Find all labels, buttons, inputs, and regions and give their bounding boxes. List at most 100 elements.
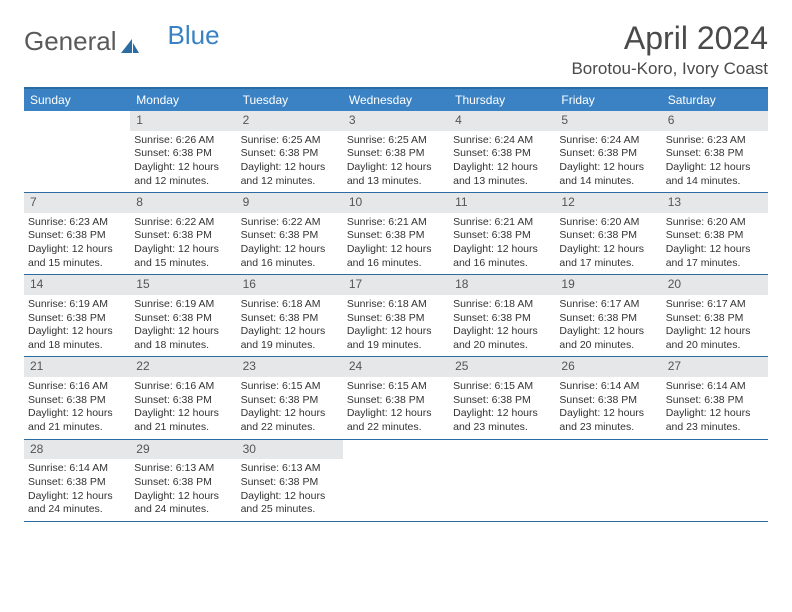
day-number: 24 xyxy=(343,357,449,377)
sunset-text: Sunset: 6:38 PM xyxy=(666,229,764,243)
day-number: 9 xyxy=(237,193,343,213)
sunrise-text: Sunrise: 6:23 AM xyxy=(28,216,126,230)
daylight-text: Daylight: 12 hours and 20 minutes. xyxy=(666,325,764,352)
day-cell: 18Sunrise: 6:18 AMSunset: 6:38 PMDayligh… xyxy=(449,275,555,356)
day-cell: 3Sunrise: 6:25 AMSunset: 6:38 PMDaylight… xyxy=(343,111,449,192)
daylight-text: Daylight: 12 hours and 20 minutes. xyxy=(453,325,551,352)
location-text: Borotou-Koro, Ivory Coast xyxy=(571,59,768,79)
day-header-wednesday: Wednesday xyxy=(343,89,449,111)
weeks-container: . 1Sunrise: 6:26 AMSunset: 6:38 PMDayligh… xyxy=(24,111,768,522)
daylight-text: Daylight: 12 hours and 16 minutes. xyxy=(347,243,445,270)
day-content: Sunrise: 6:25 AMSunset: 6:38 PMDaylight:… xyxy=(343,131,449,193)
day-cell: 21Sunrise: 6:16 AMSunset: 6:38 PMDayligh… xyxy=(24,357,130,438)
day-cell: 8Sunrise: 6:22 AMSunset: 6:38 PMDaylight… xyxy=(130,193,236,274)
day-header-thursday: Thursday xyxy=(449,89,555,111)
sunset-text: Sunset: 6:38 PM xyxy=(134,312,232,326)
week-row: 28Sunrise: 6:14 AMSunset: 6:38 PMDayligh… xyxy=(24,440,768,522)
sunrise-text: Sunrise: 6:14 AM xyxy=(28,462,126,476)
sunrise-text: Sunrise: 6:17 AM xyxy=(559,298,657,312)
day-cell: . xyxy=(449,440,555,521)
sunrise-text: Sunrise: 6:22 AM xyxy=(134,216,232,230)
sunrise-text: Sunrise: 6:15 AM xyxy=(453,380,551,394)
calendar-page: General Blue April 2024 Borotou-Koro, Iv… xyxy=(0,0,792,542)
daylight-text: Daylight: 12 hours and 15 minutes. xyxy=(134,243,232,270)
day-number: 17 xyxy=(343,275,449,295)
sunrise-text: Sunrise: 6:23 AM xyxy=(666,134,764,148)
day-cell: 22 Sunrise: 6:16 AMSunset: 6:38 PMDayligh… xyxy=(130,357,236,438)
daylight-text: Daylight: 12 hours and 17 minutes. xyxy=(559,243,657,270)
day-number: 29 xyxy=(130,440,236,460)
sunset-text: Sunset: 6:38 PM xyxy=(347,147,445,161)
day-number: 21 xyxy=(24,357,130,377)
day-number: 23 xyxy=(237,357,343,377)
day-number: 15 xyxy=(130,275,236,295)
day-number: 10 xyxy=(343,193,449,213)
day-header-tuesday: Tuesday xyxy=(237,89,343,111)
sunrise-text: Sunrise: 6:13 AM xyxy=(134,462,232,476)
sunrise-text: Sunrise: 6:20 AM xyxy=(666,216,764,230)
daylight-text: Daylight: 12 hours and 21 minutes. xyxy=(134,407,232,434)
logo-sail-icon xyxy=(120,31,140,49)
day-content: Sunrise: 6:17 AMSunset: 6:38 PMDaylight:… xyxy=(555,295,661,357)
sunset-text: Sunset: 6:38 PM xyxy=(241,476,339,490)
day-header-saturday: Saturday xyxy=(662,89,768,111)
day-number: 20 xyxy=(662,275,768,295)
day-cell: 27Sunrise: 6:14 AMSunset: 6:38 PMDayligh… xyxy=(662,357,768,438)
daylight-text: Daylight: 12 hours and 19 minutes. xyxy=(347,325,445,352)
day-cell: 20Sunrise: 6:17 AMSunset: 6:38 PMDayligh… xyxy=(662,275,768,356)
sunset-text: Sunset: 6:38 PM xyxy=(134,147,232,161)
daylight-text: Daylight: 12 hours and 22 minutes. xyxy=(347,407,445,434)
day-header-monday: Monday xyxy=(130,89,236,111)
day-content: Sunrise: 6:24 AMSunset: 6:38 PMDaylight:… xyxy=(555,131,661,193)
sunset-text: Sunset: 6:38 PM xyxy=(559,229,657,243)
daylight-text: Daylight: 12 hours and 18 minutes. xyxy=(134,325,232,352)
sunset-text: Sunset: 6:38 PM xyxy=(347,394,445,408)
sunrise-text: Sunrise: 6:16 AM xyxy=(134,380,232,394)
day-cell: 2Sunrise: 6:25 AMSunset: 6:38 PMDaylight… xyxy=(237,111,343,192)
day-number: 28 xyxy=(24,440,130,460)
sunrise-text: Sunrise: 6:15 AM xyxy=(241,380,339,394)
day-content: Sunrise: 6:15 AMSunset: 6:38 PMDaylight:… xyxy=(343,377,449,439)
sunset-text: Sunset: 6:38 PM xyxy=(559,394,657,408)
day-content: Sunrise: 6:19 AMSunset: 6:38 PMDaylight:… xyxy=(24,295,130,357)
page-header: General Blue April 2024 Borotou-Koro, Iv… xyxy=(24,20,768,79)
logo-text-1: General xyxy=(24,26,117,57)
sunset-text: Sunset: 6:38 PM xyxy=(134,476,232,490)
daylight-text: Daylight: 12 hours and 12 minutes. xyxy=(241,161,339,188)
day-cell: 5Sunrise: 6:24 AMSunset: 6:38 PMDaylight… xyxy=(555,111,661,192)
daylight-text: Daylight: 12 hours and 23 minutes. xyxy=(666,407,764,434)
day-content: Sunrise: 6:15 AMSunset: 6:38 PMDaylight:… xyxy=(237,377,343,439)
day-cell: 25Sunrise: 6:15 AMSunset: 6:38 PMDayligh… xyxy=(449,357,555,438)
day-cell: 23Sunrise: 6:15 AMSunset: 6:38 PMDayligh… xyxy=(237,357,343,438)
sunset-text: Sunset: 6:38 PM xyxy=(666,312,764,326)
sunset-text: Sunset: 6:38 PM xyxy=(453,229,551,243)
sunset-text: Sunset: 6:38 PM xyxy=(28,394,126,408)
sunset-text: Sunset: 6:38 PM xyxy=(134,394,232,408)
day-cell: 28Sunrise: 6:14 AMSunset: 6:38 PMDayligh… xyxy=(24,440,130,521)
sunset-text: Sunset: 6:38 PM xyxy=(134,229,232,243)
day-content: Sunrise: 6:17 AMSunset: 6:38 PMDaylight:… xyxy=(662,295,768,357)
calendar-grid: Sunday Monday Tuesday Wednesday Thursday… xyxy=(24,87,768,522)
sunset-text: Sunset: 6:38 PM xyxy=(241,229,339,243)
day-number: 22 xyxy=(130,357,236,377)
week-row: 7Sunrise: 6:23 AMSunset: 6:38 PMDaylight… xyxy=(24,193,768,275)
day-cell: . xyxy=(662,440,768,521)
week-row: 21Sunrise: 6:16 AMSunset: 6:38 PMDayligh… xyxy=(24,357,768,439)
sunset-text: Sunset: 6:38 PM xyxy=(241,147,339,161)
daylight-text: Daylight: 12 hours and 19 minutes. xyxy=(241,325,339,352)
sunrise-text: Sunrise: 6:14 AM xyxy=(559,380,657,394)
sunrise-text: Sunrise: 6:24 AM xyxy=(453,134,551,148)
day-content: Sunrise: 6:23 AMSunset: 6:38 PMDaylight:… xyxy=(662,131,768,193)
day-number: 18 xyxy=(449,275,555,295)
day-content: Sunrise: 6:19 AMSunset: 6:38 PMDaylight:… xyxy=(130,295,236,357)
day-cell: 1Sunrise: 6:26 AMSunset: 6:38 PMDaylight… xyxy=(130,111,236,192)
daylight-text: Daylight: 12 hours and 15 minutes. xyxy=(28,243,126,270)
day-cell: 29Sunrise: 6:13 AMSunset: 6:38 PMDayligh… xyxy=(130,440,236,521)
daylight-text: Daylight: 12 hours and 14 minutes. xyxy=(666,161,764,188)
day-content: Sunrise: 6:18 AMSunset: 6:38 PMDaylight:… xyxy=(449,295,555,357)
daylight-text: Daylight: 12 hours and 22 minutes. xyxy=(241,407,339,434)
day-cell: 9Sunrise: 6:22 AMSunset: 6:38 PMDaylight… xyxy=(237,193,343,274)
day-cell: 30Sunrise: 6:13 AMSunset: 6:38 PMDayligh… xyxy=(237,440,343,521)
sunrise-text: Sunrise: 6:15 AM xyxy=(347,380,445,394)
day-cell: 7Sunrise: 6:23 AMSunset: 6:38 PMDaylight… xyxy=(24,193,130,274)
